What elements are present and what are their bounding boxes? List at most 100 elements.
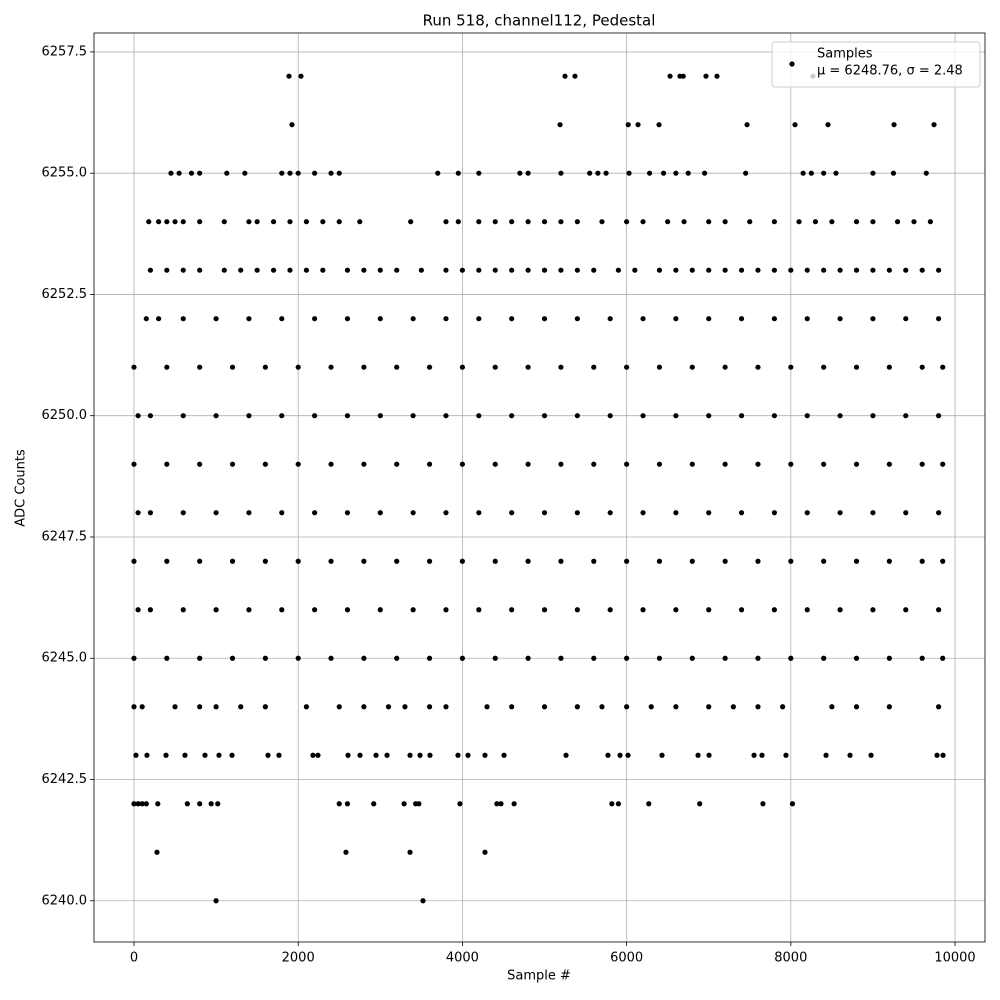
point xyxy=(685,170,691,176)
point xyxy=(357,219,363,225)
point xyxy=(706,752,712,758)
point xyxy=(180,267,186,273)
point xyxy=(936,510,942,516)
point xyxy=(197,267,203,273)
point xyxy=(607,316,613,322)
point xyxy=(276,752,282,758)
point xyxy=(180,510,186,516)
point xyxy=(213,704,219,710)
point xyxy=(361,364,367,370)
point xyxy=(377,510,383,516)
point xyxy=(936,316,942,322)
point xyxy=(936,413,942,419)
point xyxy=(246,510,252,516)
point xyxy=(640,316,646,322)
point xyxy=(435,170,441,176)
point xyxy=(509,413,515,419)
point xyxy=(574,510,580,516)
point xyxy=(635,122,641,128)
point xyxy=(262,461,268,467)
point xyxy=(796,219,802,225)
point xyxy=(747,219,753,225)
point xyxy=(443,607,449,613)
point xyxy=(572,73,578,79)
point xyxy=(891,122,897,128)
point xyxy=(135,510,141,516)
point xyxy=(697,801,703,807)
point xyxy=(574,704,580,710)
point xyxy=(154,849,160,855)
point xyxy=(229,752,235,758)
point xyxy=(903,510,909,516)
point xyxy=(587,170,593,176)
point xyxy=(509,704,515,710)
point xyxy=(213,607,219,613)
point xyxy=(722,655,728,661)
point xyxy=(940,752,946,758)
point xyxy=(377,607,383,613)
point xyxy=(853,364,860,370)
point xyxy=(344,316,351,322)
point xyxy=(868,752,874,758)
point xyxy=(224,170,230,176)
point xyxy=(656,655,663,661)
point xyxy=(563,752,569,758)
point xyxy=(385,704,392,710)
point xyxy=(755,704,761,710)
point xyxy=(789,801,796,807)
point xyxy=(624,655,630,661)
point xyxy=(328,170,334,176)
point xyxy=(168,170,174,176)
point xyxy=(760,801,766,807)
point xyxy=(465,752,471,758)
point xyxy=(574,316,580,322)
point xyxy=(229,461,236,467)
y-tick-label: 6240.0 xyxy=(42,893,88,908)
point xyxy=(361,655,367,661)
point xyxy=(541,510,548,516)
y-tick-label: 6242.5 xyxy=(42,772,88,787)
point xyxy=(476,267,482,273)
point xyxy=(344,801,351,807)
point xyxy=(706,219,712,225)
point xyxy=(558,364,564,370)
point xyxy=(673,704,679,710)
legend-annotation: μ = 6248.76, σ = 2.48 xyxy=(817,64,963,79)
point xyxy=(180,219,186,225)
point xyxy=(870,607,876,613)
point xyxy=(656,122,662,128)
point xyxy=(870,170,876,176)
point xyxy=(837,267,843,273)
point xyxy=(821,655,827,661)
point xyxy=(829,704,835,710)
point xyxy=(808,170,814,176)
point xyxy=(336,801,342,807)
point xyxy=(599,219,605,225)
point xyxy=(771,510,778,516)
point xyxy=(847,752,853,758)
point xyxy=(336,219,342,225)
point xyxy=(482,849,488,855)
point xyxy=(659,752,665,758)
point xyxy=(541,607,548,613)
point xyxy=(562,73,568,79)
point xyxy=(476,413,482,419)
legend-label: Samples xyxy=(817,47,873,62)
point xyxy=(176,170,182,176)
point xyxy=(455,752,461,758)
point xyxy=(336,704,342,710)
point xyxy=(279,510,285,516)
point xyxy=(197,219,203,225)
point xyxy=(476,170,482,176)
point xyxy=(410,510,416,516)
point xyxy=(279,413,285,419)
point xyxy=(624,364,630,370)
point xyxy=(837,510,843,516)
point xyxy=(164,655,170,661)
point xyxy=(221,267,227,273)
point xyxy=(402,704,408,710)
point xyxy=(246,413,252,419)
point xyxy=(738,510,745,516)
point xyxy=(312,607,318,613)
